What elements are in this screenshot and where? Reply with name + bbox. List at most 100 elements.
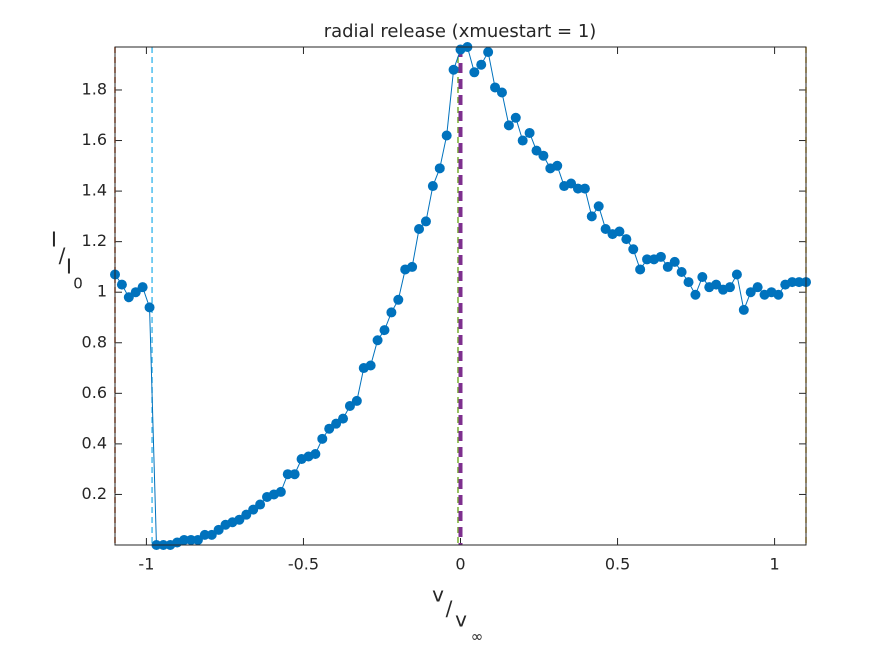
data-point [538,150,549,161]
data-point [794,277,805,288]
data-point [186,534,197,545]
data-point [351,395,362,406]
data-point [524,127,535,138]
data-point [317,433,328,444]
data-point [324,423,335,434]
data-point [787,277,798,288]
data-point [206,529,217,540]
data-point [393,294,404,305]
data-point [496,87,507,98]
data-point [338,413,349,424]
data-point [213,524,224,535]
y-tick-label: 1.4 [82,181,107,200]
data-point [490,82,501,93]
y-tick-label: 0.6 [82,383,107,402]
data-point [469,67,480,78]
data-point [192,534,203,545]
data-point [752,282,763,293]
data-point [731,269,742,280]
x-tick-label: 0 [455,555,465,574]
data-point [344,400,355,411]
data-point [310,448,321,459]
data-point [434,163,445,174]
data-point [593,201,604,212]
x-tick-label: -1 [138,555,154,574]
y-tick-label: 1.2 [82,231,107,250]
data-point [427,181,438,192]
data-point [448,64,459,75]
x-label-denominator: v [455,608,467,632]
data-point [289,469,300,480]
data-point [137,282,148,293]
data-point [655,251,666,262]
data-point [116,279,127,290]
data-point [552,160,563,171]
x-label-subscript: ∞ [471,628,484,645]
y-tick-label: 1.6 [82,130,107,149]
data-point [379,325,390,336]
data-point [642,254,653,265]
data-point [579,183,590,194]
data-point [282,469,293,480]
data-point [414,224,425,235]
y-tick-label: 0.4 [82,433,107,452]
data-point [365,360,376,371]
data-point [476,59,487,70]
chart-title: radial release (xmuestart = 1) [324,21,597,42]
y-tick-label: 0.2 [82,484,107,503]
data-point [241,509,252,520]
data-point [773,289,784,300]
data-point [628,244,639,255]
data-point [248,504,259,515]
data-point [669,256,680,267]
data-point [572,183,583,194]
y-tick-label: 1.8 [82,79,107,98]
data-point [441,130,452,141]
y-label-numerator: I [51,228,57,252]
data-point [331,418,342,429]
data-point [531,145,542,156]
data-point [407,261,418,272]
data-point [179,534,190,545]
data-point [517,135,528,146]
data-point [600,224,611,235]
data-point [503,120,514,131]
data-point [199,529,210,540]
y-tick-label: 1 [97,282,107,301]
data-point [690,289,701,300]
data-point [144,302,155,313]
x-tick-label: -0.5 [288,555,319,574]
data-point [372,335,383,346]
data-point [420,216,431,227]
data-point [275,486,286,497]
x-label-slash: / [446,597,453,621]
x-tick-label: 0.5 [605,555,630,574]
data-point [711,279,722,290]
data-point [586,211,597,222]
data-point [745,287,756,298]
data-point [662,261,673,272]
data-point [614,226,625,237]
y-label-slash: / [59,244,66,268]
data-point [635,264,646,275]
y-tick-label: 0.8 [82,332,107,351]
data-point [676,266,687,277]
y-label-denominator: I [66,255,72,279]
data-point [123,292,134,303]
axes-box [114,46,807,546]
data-point [697,272,708,283]
x-label-numerator: v [432,583,444,607]
data-point [255,499,266,510]
data-point [510,112,521,123]
data-point [566,178,577,189]
x-tick-label: 1 [769,555,779,574]
data-point [738,304,749,315]
data-point [683,277,694,288]
data-point [386,307,397,318]
data-point [130,287,141,298]
y-label-subscript: 0 [73,275,83,293]
data-point [621,234,632,245]
data-point [234,514,245,525]
data-point [724,282,735,293]
